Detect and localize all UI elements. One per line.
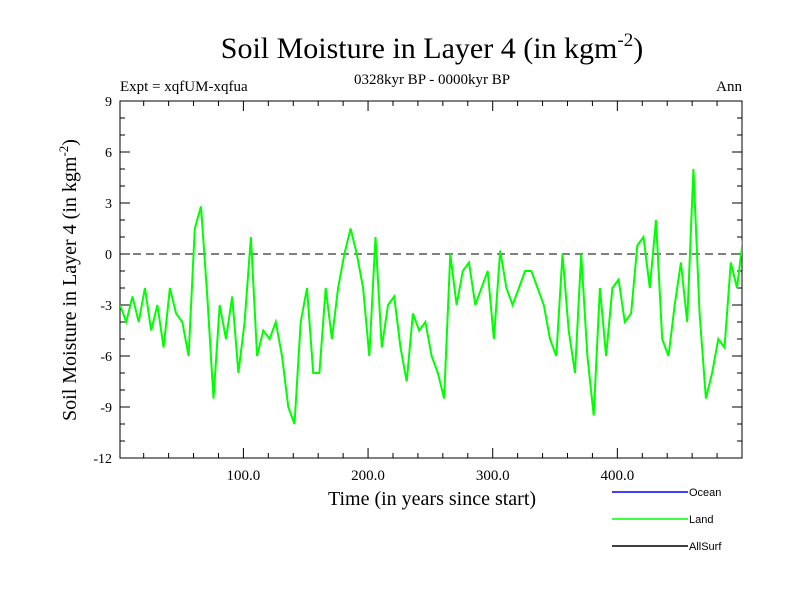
y-tick-label: -9: [100, 401, 112, 416]
y-tick-label: 0: [105, 248, 112, 263]
axis-ticks: [120, 100, 742, 459]
y-axis-label-text: Soil Moisture in Layer 4 (in kgm: [59, 156, 81, 421]
chart-title-text: Soil Moisture in Layer 4 (in kgm: [221, 32, 618, 65]
season-label: Ann: [716, 79, 742, 95]
y-tick-label: -3: [100, 299, 112, 314]
chart-title: Soil Moisture in Layer 4 (in kgm-2): [221, 30, 643, 65]
y-tick-label: -6: [100, 350, 112, 365]
legend-label-land: Land: [689, 514, 713, 526]
x-tick-label: 100.0: [227, 468, 261, 484]
y-axis-label: Soil Moisture in Layer 4 (in kgm-2): [56, 139, 81, 421]
x-tick-label: 200.0: [351, 468, 385, 484]
y-tick-label: -12: [93, 452, 112, 467]
expt-label: Expt = xqfUM-xqfua: [120, 79, 248, 95]
series-line-land: [120, 168, 742, 425]
x-axis-label: Time (in years since start): [328, 488, 536, 510]
x-tick-label: 400.0: [600, 468, 634, 484]
y-tick-label: 3: [105, 197, 112, 212]
y-tick-label: 6: [105, 146, 112, 161]
chart-subtitle: 0328kyr BP - 0000kyr BP: [354, 72, 510, 88]
legend: Ocean Land AllSurf: [612, 487, 722, 553]
y-axis-label-superscript: -2: [56, 146, 71, 157]
legend-label-allsurf: AllSurf: [689, 541, 722, 553]
x-tick-label: 300.0: [476, 468, 510, 484]
legend-label-ocean: Ocean: [689, 487, 721, 499]
chart-title-close: ): [633, 32, 643, 65]
y-tick-label: 9: [105, 95, 112, 110]
plot-frame: [119, 100, 743, 459]
chart-title-superscript: -2: [617, 30, 633, 51]
axis-tick-labels: 100.0 200.0 300.0 400.0 -12 -9 -6 -3 0 3 6 9: [93, 95, 634, 484]
y-axis-label-close: ): [59, 139, 81, 146]
